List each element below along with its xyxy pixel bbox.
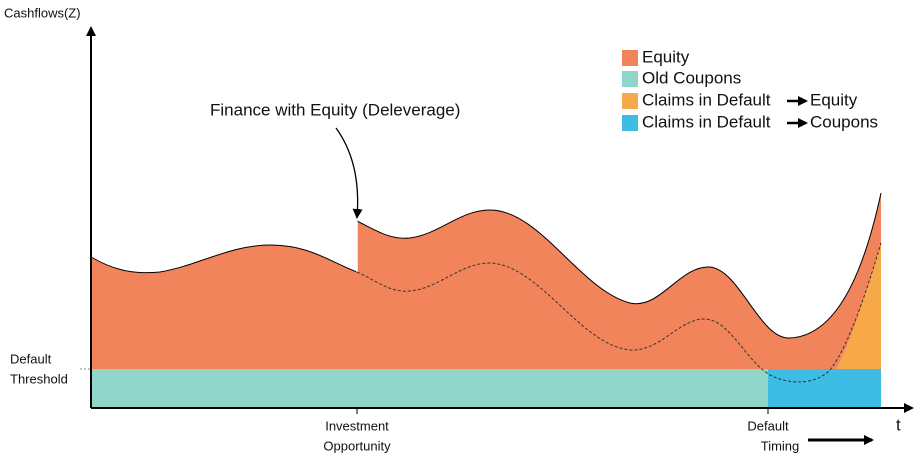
claims-equity-area: [836, 243, 881, 369]
x-axis-label: t: [896, 415, 901, 434]
legend-swatch: [622, 50, 638, 66]
investment-label: Investment: [325, 418, 389, 433]
y-axis-label: Cashflows(Z): [4, 5, 81, 20]
callout-arrow: [335, 127, 363, 219]
legend-label: Equity: [642, 47, 690, 66]
threshold-label: Threshold: [10, 371, 68, 386]
threshold-label: Default: [10, 351, 52, 366]
legend-swatch: [622, 93, 638, 109]
legend: Equity Old Coupons Claims in Default Equ…: [622, 47, 878, 131]
default-label: Timing: [761, 438, 800, 453]
legend-label: Claims in Default: [642, 112, 771, 131]
legend-swatch: [622, 71, 638, 87]
old-coupons-area: [91, 369, 768, 408]
default-label: Default: [747, 418, 789, 433]
equity-area: [91, 193, 881, 369]
claims-coupons-area: [768, 369, 881, 408]
cashflow-curve: [90, 192, 882, 339]
old-cashflow-curve: [356, 242, 882, 383]
callout-text: Finance with Equity (Deleverage): [210, 100, 460, 119]
legend-label: Coupons: [810, 112, 878, 131]
legend-label: Claims in Default: [642, 90, 771, 109]
legend-label: Equity: [810, 90, 858, 109]
legend-swatch: [622, 115, 638, 131]
legend-label: Old Coupons: [642, 68, 741, 87]
investment-label: Opportunity: [323, 438, 391, 453]
